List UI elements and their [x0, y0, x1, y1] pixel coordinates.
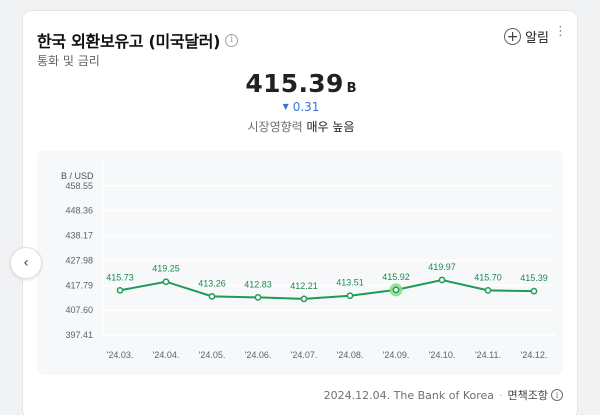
y-tick-label: 427.98 — [65, 255, 93, 265]
data-point — [254, 294, 262, 301]
current-value: 415.39 — [245, 69, 344, 98]
x-tick-label: '24.11. — [475, 350, 501, 360]
y-tick-label: 407.60 — [65, 305, 93, 315]
data-label: 412.21 — [290, 281, 318, 291]
change-value: 0.31 — [292, 100, 320, 114]
value-unit: B — [346, 81, 357, 96]
x-tick-label: '24.10. — [429, 350, 456, 360]
impact-label: 시장영향력 — [247, 120, 303, 134]
more-vertical-icon[interactable]: ⋮ — [554, 24, 567, 39]
data-point — [300, 295, 308, 303]
data-point — [162, 278, 170, 286]
y-axis-unit-label: B / USD — [61, 171, 94, 181]
line-chart[interactable]: B / USD 397.41 407.60 417.79 427.98 438.17 448… — [37, 151, 563, 375]
value-summary: 415.39 B ▼ 0.31 시장영향력 매우 높음 — [23, 69, 579, 135]
data-label: 412.83 — [244, 279, 272, 289]
data-label: 419.97 — [428, 262, 456, 272]
plus-circle-icon: + — [504, 28, 522, 45]
data-point — [530, 287, 538, 295]
footer: 2024.12.04. The Bank of Korea · 면책조항 i — [324, 387, 563, 403]
data-point — [438, 276, 446, 284]
data-point — [208, 292, 216, 300]
x-tick-label: '24.08. — [337, 350, 364, 360]
data-label: 415.70 — [474, 272, 502, 282]
data-label: 415.39 — [520, 273, 548, 283]
y-tick-label: 438.17 — [65, 231, 93, 241]
data-label: 415.92 — [382, 272, 410, 282]
chart-svg: B / USD 397.41 407.60 417.79 427.98 438.17 448… — [61, 161, 555, 360]
market-impact: 시장영향력 매우 높음 — [23, 118, 579, 135]
y-tick-label: 397.41 — [65, 330, 93, 340]
title-row: 한국 외환보유고 (미국달러) i — [37, 28, 239, 52]
info-icon[interactable]: i — [225, 33, 239, 47]
y-tick-label: 458.55 — [65, 181, 93, 191]
footer-date: 2024.12.04. — [323, 388, 391, 402]
x-tick-label: '24.05. — [199, 350, 226, 360]
economic-indicator-card: 한국 외환보유고 (미국달러) i 통화 및 금리 + 알림 ⋮ 415.39 B… — [22, 10, 578, 415]
series-line — [119, 278, 535, 300]
x-tick-label: '24.03. — [107, 350, 134, 360]
data-label: 413.51 — [336, 278, 364, 288]
alarm-label: 알림 — [525, 31, 549, 46]
chevron-left-icon: ‹ — [23, 255, 29, 271]
disclaimer-link[interactable]: 면책조항 — [507, 389, 548, 402]
x-tick-label: '24.07. — [291, 350, 318, 360]
alarm-button[interactable]: + 알림 — [504, 27, 549, 46]
data-point — [116, 286, 124, 294]
data-point — [484, 287, 492, 294]
x-tick-label: '24.12. — [521, 350, 548, 360]
previous-button[interactable]: ‹ — [10, 247, 42, 279]
data-label: 415.73 — [106, 272, 134, 282]
data-label: 413.26 — [198, 278, 226, 288]
x-tick-label: '24.09. — [383, 350, 410, 360]
footer-source: The Bank of Korea — [393, 388, 495, 402]
info-icon[interactable]: i — [551, 389, 563, 401]
data-label: 419.25 — [152, 264, 180, 274]
card-title: 한국 외환보유고 (미국달러) — [37, 32, 221, 51]
y-tick-label: 448.36 — [65, 206, 93, 216]
impact-level: 매우 높음 — [306, 120, 355, 134]
change-indicator: ▼ 0.31 — [23, 100, 579, 114]
x-tick-label: '24.06. — [245, 350, 272, 360]
footer-separator: · — [499, 388, 503, 402]
x-tick-label: '24.04. — [153, 350, 180, 360]
category-subtitle[interactable]: 통화 및 금리 — [37, 54, 100, 68]
data-point — [392, 286, 400, 294]
y-tick-label: 417.79 — [65, 280, 93, 290]
data-point — [346, 292, 354, 300]
down-triangle-icon: ▼ — [282, 102, 289, 111]
